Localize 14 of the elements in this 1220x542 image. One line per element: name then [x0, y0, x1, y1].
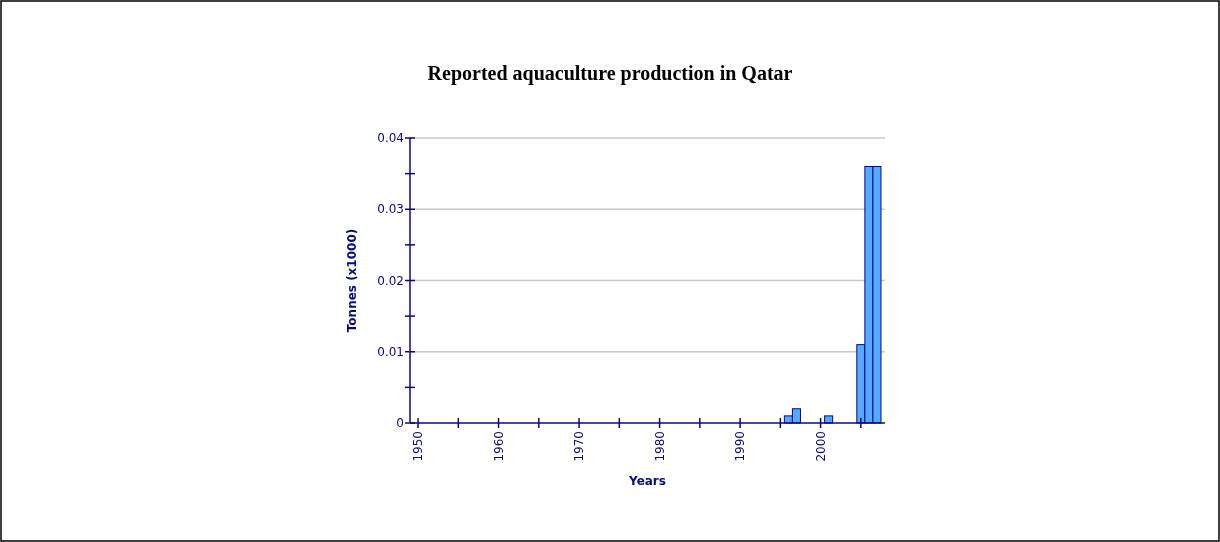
- y-axis-title: Tonnes (x1000): [345, 228, 360, 333]
- x-tick-label: 2000: [813, 431, 828, 462]
- x-tick-label: 1990: [733, 431, 748, 462]
- y-tick-label: 0: [396, 416, 404, 431]
- x-tick-label: 1960: [491, 431, 506, 462]
- y-tick-label: 0.03: [377, 202, 404, 217]
- y-tick-label: 0.01: [377, 344, 404, 359]
- x-axis-title: Years: [628, 474, 666, 488]
- chart-title: Reported aquaculture production in Qatar: [427, 62, 793, 85]
- y-tick-label: 0.02: [377, 273, 404, 288]
- y-tick-label: 0.04: [377, 131, 404, 146]
- x-tick-label: 1970: [572, 431, 587, 462]
- x-tick-label: 1950: [411, 431, 426, 462]
- x-tick-label: 1980: [652, 431, 667, 462]
